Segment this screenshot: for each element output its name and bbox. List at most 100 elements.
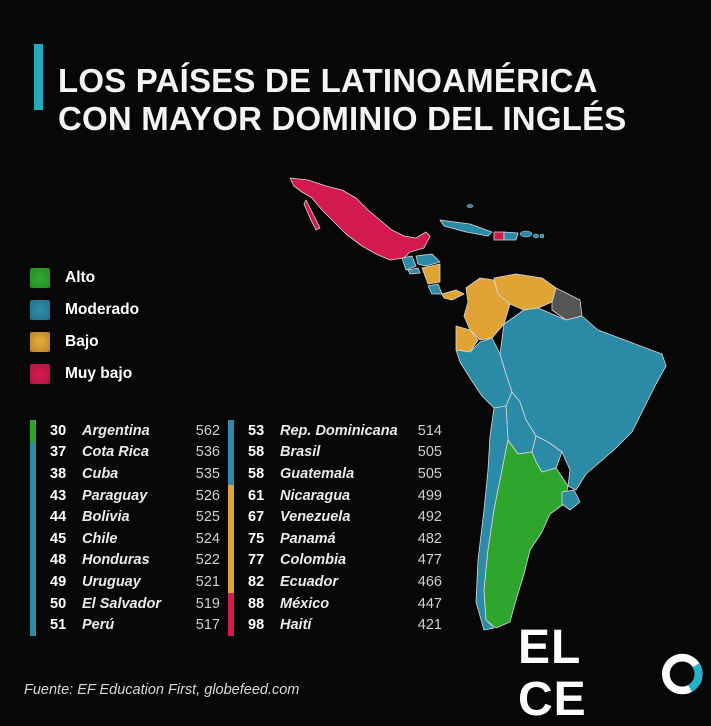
country-region-panama (441, 289, 465, 301)
score-value: 517 (195, 617, 220, 634)
country-name: Cota Rica (82, 444, 149, 461)
level-bar-segment (30, 463, 36, 486)
rank-number: 75 (248, 530, 265, 547)
country-region-colombia (463, 277, 511, 341)
level-bar-segment (228, 528, 234, 551)
country-region-costa-rica (427, 283, 443, 295)
rank-number: 58 (248, 465, 265, 482)
country-name: Uruguay (82, 573, 141, 590)
country-name: Ecuador (280, 573, 339, 590)
title-line-1: LOS PAÍSES DE LATINOAMÉRICA (58, 62, 598, 99)
rank-number: 51 (50, 617, 67, 634)
island-shape (466, 204, 474, 208)
table-row: 67 Venezuela 492 (248, 506, 442, 528)
source-note: Fuente: EF Education First, globefeed.co… (24, 682, 300, 698)
country-name: México (280, 595, 330, 612)
score-value: 536 (195, 444, 220, 461)
rank-number: 67 (248, 509, 265, 526)
country-name: Paraguay (82, 487, 148, 504)
score-value: 524 (195, 530, 220, 547)
country-name: Nicaragua (280, 487, 351, 504)
table-row: 98 Haití 421 (248, 614, 442, 636)
level-bar-segment (228, 463, 234, 486)
level-bar-segment (228, 592, 234, 615)
score-value: 447 (417, 595, 442, 612)
table-row: 58 Brasil 505 (248, 442, 442, 464)
rank-number: 53 (248, 422, 265, 439)
legend-label: Alto (65, 269, 96, 286)
island-shape (519, 230, 533, 238)
legend-swatch (30, 300, 50, 320)
title-accent-bar (34, 44, 43, 110)
level-bar-segment (30, 420, 36, 443)
country-region-el-salvador (407, 267, 421, 275)
rank-number: 43 (50, 487, 67, 504)
table-row: 58 Guatemala 505 (248, 463, 442, 485)
country-name: Panamá (280, 530, 336, 547)
country-region-cuba (439, 219, 493, 237)
table-row: 61 Nicaragua 499 (248, 485, 442, 507)
country-region-nicaragua (421, 263, 441, 285)
score-value: 535 (195, 465, 220, 482)
country-region-guianas (551, 287, 583, 321)
island-shape (532, 233, 540, 239)
country-name: Bolivia (82, 509, 130, 526)
score-value: 421 (417, 617, 442, 634)
level-bar-segment (30, 528, 36, 551)
ranking-column-2: 53 Rep. Dominicana 514 58 Brasil 505 58 Guatema… (248, 420, 442, 636)
table-row: 77 Colombia 477 (248, 550, 442, 572)
level-bar-segment (30, 614, 36, 637)
score-value: 525 (195, 509, 220, 526)
score-value: 505 (417, 465, 442, 482)
country-region-argentina (483, 439, 569, 629)
level-bar-segment (228, 506, 234, 529)
table-row: 82 Ecuador 466 (248, 571, 442, 593)
rank-number: 48 (50, 552, 67, 569)
level-bar-segment (228, 441, 234, 464)
country-name: Venezuela (280, 509, 351, 526)
page-title: LOS PAÍSES DE LATINOAMÉRICA CON MAYOR DO… (58, 62, 627, 138)
legend-label: Bajo (65, 333, 99, 350)
level-bar-segment (30, 441, 36, 464)
level-bar-segment (228, 571, 234, 594)
level-bar-segment (30, 484, 36, 507)
country-name: Cuba (82, 465, 119, 482)
rank-number: 58 (248, 444, 265, 461)
level-bar-segment (30, 592, 36, 615)
rank-number: 37 (50, 444, 67, 461)
score-value: 505 (417, 444, 442, 461)
logo-o-ring-icon (661, 653, 703, 695)
legend-item-bajo: Bajo (30, 332, 139, 352)
score-value: 477 (417, 552, 442, 569)
table-row: 53 Rep. Dominicana 514 (248, 420, 442, 442)
el-ceo-logo: EL CE (518, 622, 703, 726)
level-bar-segment (30, 506, 36, 529)
level-bar-segment (30, 549, 36, 572)
legend-swatch (30, 332, 50, 352)
country-region-haiti (493, 231, 505, 241)
country-name: Honduras (82, 552, 150, 569)
legend-swatch (30, 268, 50, 288)
country-name: Argentina (82, 422, 150, 439)
country-name: Brasil (280, 444, 321, 461)
score-value: 466 (417, 573, 442, 590)
table-row: 51 Perú 517 (50, 614, 220, 636)
rank-number: 49 (50, 573, 67, 590)
ranking-column-1: 30 Argentina 562 37 Cota Rica 536 38 Cuba 535 43 P… (50, 420, 220, 636)
country-name: El Salvador (82, 595, 161, 612)
legend-item-moderado: Moderado (30, 300, 139, 320)
level-bar-segment (30, 571, 36, 594)
rank-number: 44 (50, 509, 67, 526)
score-value: 514 (417, 422, 442, 439)
rank-number: 77 (248, 552, 265, 569)
table-row: 49 Uruguay 521 (50, 571, 220, 593)
legend-label: Muy bajo (65, 365, 133, 382)
level-bar-segment (228, 614, 234, 637)
table-row: 44 Bolivia 525 (50, 506, 220, 528)
rank-number: 30 (50, 422, 67, 439)
score-value: 521 (195, 573, 220, 590)
score-value: 499 (417, 487, 442, 504)
rank-number: 82 (248, 573, 265, 590)
table-row: 88 México 447 (248, 593, 442, 615)
